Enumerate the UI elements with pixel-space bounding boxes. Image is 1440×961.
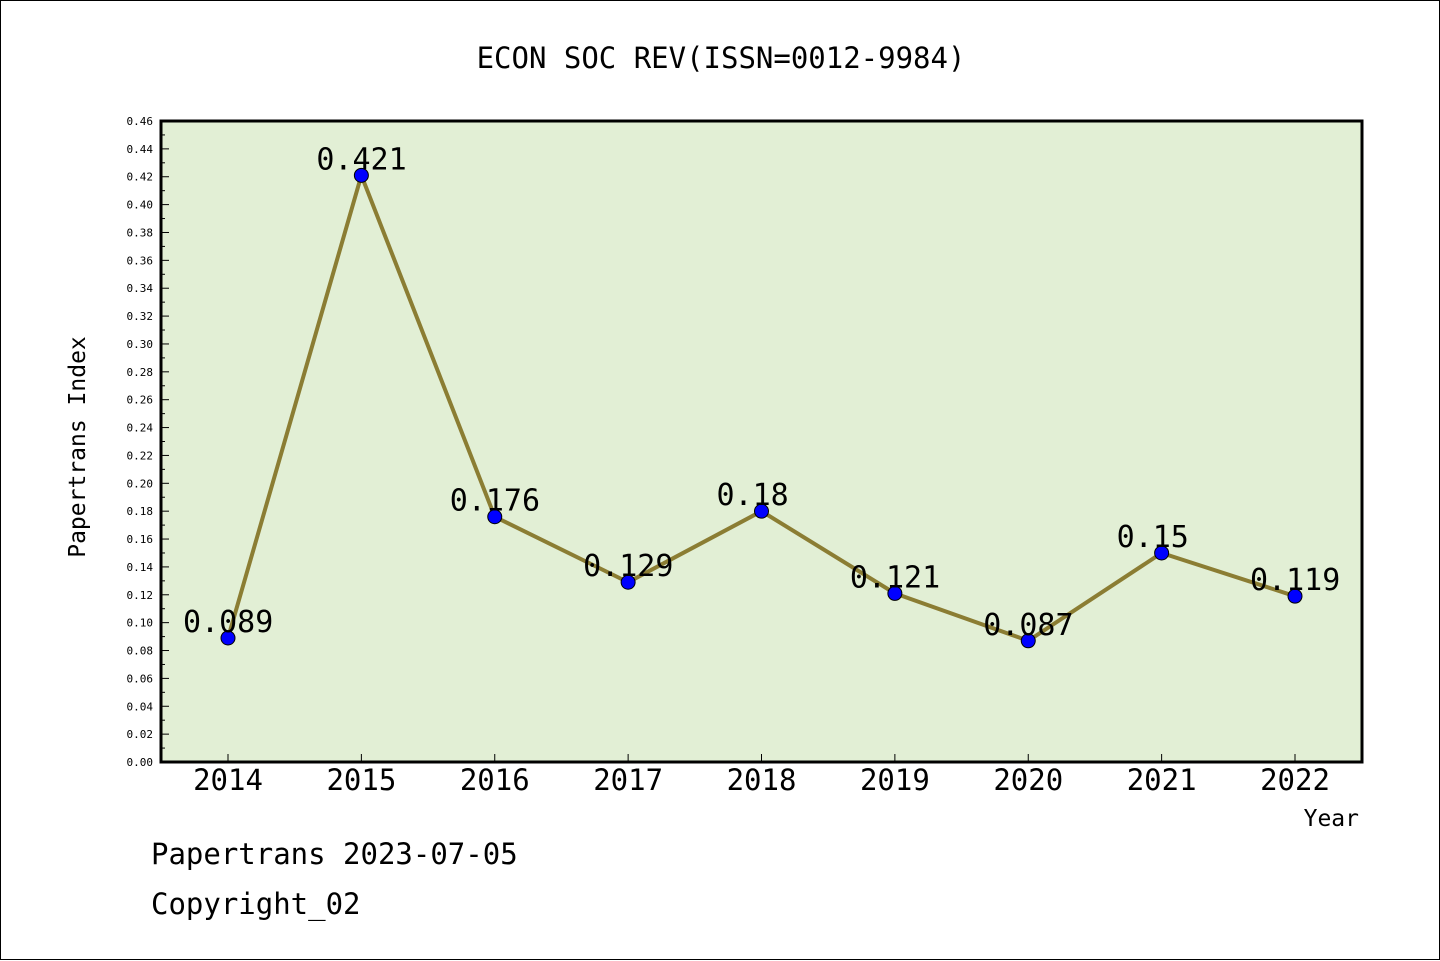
y-tick-label: 0.30 — [127, 338, 154, 351]
y-tick-label: 0.34 — [127, 282, 154, 295]
y-tick-label: 0.00 — [127, 756, 154, 769]
x-tick-label: 2021 — [1127, 763, 1197, 797]
x-tick-label: 2018 — [727, 763, 797, 797]
data-label: 0.087 — [983, 608, 1073, 643]
y-axis-label: Papertrans Index — [65, 336, 91, 558]
y-tick-label: 0.24 — [127, 422, 154, 435]
y-tick-label: 0.46 — [127, 115, 154, 128]
y-tick-label: 0.28 — [127, 366, 154, 379]
source-date-note: Papertrans 2023-07-05 — [151, 837, 518, 871]
x-tick-label: 2017 — [593, 763, 663, 797]
series-layer: 0.089 0.421 0.176 0.129 0.18 0.121 0.087 0.15 0.… — [183, 142, 1340, 649]
y-tick-label: 0.40 — [127, 199, 154, 212]
x-tick-label: 2014 — [193, 763, 263, 797]
data-point — [1154, 545, 1170, 561]
y-tick-label: 0.22 — [127, 449, 154, 462]
data-point — [1287, 588, 1303, 604]
data-label: 0.121 — [850, 560, 940, 595]
data-label: 0.089 — [183, 605, 273, 640]
y-tick-label: 0.02 — [127, 728, 154, 741]
data-label: 0.421 — [316, 142, 406, 177]
data-label: 0.176 — [450, 484, 540, 519]
data-label: 0.119 — [1250, 563, 1340, 598]
y-tick-label: 0.10 — [127, 617, 154, 630]
y-tick-label: 0.36 — [127, 254, 154, 267]
x-tick-label: 2020 — [993, 763, 1063, 797]
y-axis: 0.00 0.02 0.04 0.06 0.08 0.10 0.12 0.14 0.16 0.18… — [127, 115, 169, 769]
x-tick-label: 2016 — [460, 763, 530, 797]
copyright-note: Copyright_02 — [151, 887, 361, 921]
chart-title: ECON SOC REV(ISSN=0012-9984) — [477, 41, 966, 75]
x-axis-label: Year — [1304, 806, 1359, 832]
x-tick-label: 2015 — [326, 763, 396, 797]
y-tick-label: 0.08 — [127, 645, 154, 658]
plot-area — [159, 119, 1364, 764]
data-point — [487, 509, 503, 525]
y-tick-label: 0.44 — [127, 143, 154, 156]
data-point — [220, 630, 236, 646]
y-tick-label: 0.12 — [127, 589, 154, 602]
y-tick-label: 0.18 — [127, 505, 154, 518]
data-label: 0.15 — [1117, 520, 1189, 555]
y-tick-label: 0.06 — [127, 672, 154, 685]
x-tick-label: 2019 — [860, 763, 930, 797]
y-tick-label: 0.20 — [127, 477, 154, 490]
data-point — [887, 585, 903, 601]
y-tick-label: 0.42 — [127, 171, 154, 184]
y-tick-label: 0.38 — [127, 226, 154, 239]
x-axis: 2014 2015 2016 2017 2018 2019 2020 2021 2022 — [193, 754, 1330, 797]
data-label: 0.18 — [717, 478, 789, 513]
y-tick-label: 0.26 — [127, 394, 154, 407]
data-point — [754, 503, 769, 519]
data-point — [620, 574, 636, 590]
data-point — [1020, 633, 1036, 649]
data-label: 0.129 — [583, 549, 673, 584]
x-tick-label: 2022 — [1260, 763, 1330, 797]
y-tick-label: 0.16 — [127, 533, 154, 546]
data-point — [353, 167, 369, 183]
y-tick-label: 0.14 — [127, 561, 154, 574]
y-tick-label: 0.04 — [127, 700, 154, 713]
y-tick-label: 0.32 — [127, 310, 154, 323]
